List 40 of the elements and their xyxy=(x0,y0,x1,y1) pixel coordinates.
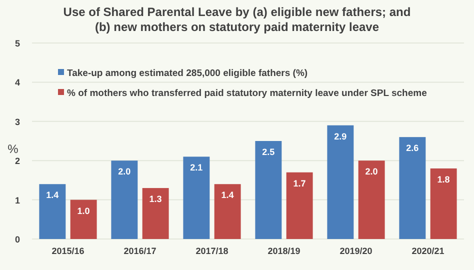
bar xyxy=(39,184,66,239)
bar xyxy=(255,141,282,239)
legend-label: % of mothers who transferred paid statutory maternity leave under SPL scheme xyxy=(67,88,427,99)
y-tick-label: 3 xyxy=(14,116,20,127)
bar xyxy=(399,137,426,239)
data-label: 2.5 xyxy=(262,147,275,157)
y-tick-label: 5 xyxy=(14,38,20,48)
chart-title: Use of Shared Parental Leave by (a) eligible new fathers; and (b) new mothers on statutory paid maternity leave xyxy=(63,5,411,34)
data-label: 1.0 xyxy=(77,206,90,216)
bar xyxy=(286,172,313,239)
y-tick-label: 2 xyxy=(14,156,20,166)
bar xyxy=(70,200,97,239)
y-axis-title: % xyxy=(8,142,19,156)
x-tick-label: 2020/21 xyxy=(412,246,444,256)
x-tick-label: 2015/16 xyxy=(52,246,84,256)
data-label: 2.1 xyxy=(190,162,203,173)
data-label: 1.7 xyxy=(293,178,306,188)
bar xyxy=(142,188,169,239)
y-tick-label: 4 xyxy=(14,78,20,88)
x-tick-label: 2019/20 xyxy=(340,246,372,256)
bar xyxy=(430,168,457,239)
data-label: 2.0 xyxy=(365,166,378,177)
bar xyxy=(358,160,385,239)
data-label: 1.8 xyxy=(437,174,450,184)
bar xyxy=(111,160,138,239)
data-label: 1.4 xyxy=(221,190,234,200)
data-label: 2.6 xyxy=(406,143,419,154)
data-label: 1.4 xyxy=(46,190,59,200)
x-tick-label: 2016/17 xyxy=(124,246,156,256)
bar xyxy=(214,184,241,239)
bar xyxy=(327,125,354,239)
x-tick-label: 2018/19 xyxy=(268,246,300,256)
data-label: 2.9 xyxy=(334,131,347,142)
bar xyxy=(183,156,210,239)
data-label: 1.3 xyxy=(149,194,162,204)
x-tick-label: 2017/18 xyxy=(196,246,228,256)
legend-label: Take-up among estimated 285,000 eligible fathers (%) xyxy=(67,68,308,79)
y-tick-label: 1 xyxy=(14,195,20,206)
y-tick-label: 0 xyxy=(14,234,20,244)
data-label: 2.0 xyxy=(118,166,131,177)
